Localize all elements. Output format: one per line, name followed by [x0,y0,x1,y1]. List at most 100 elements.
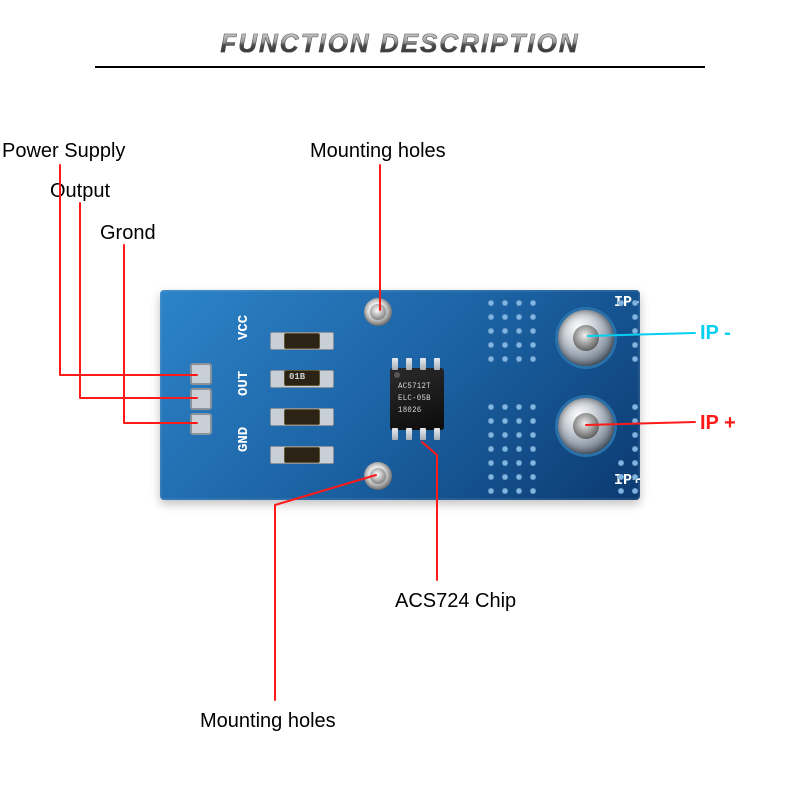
via [502,418,508,424]
via [502,342,508,348]
via [632,418,638,424]
via [632,488,638,494]
via [488,342,494,348]
ip-minus-hole [558,310,614,366]
via [632,314,638,320]
via [632,404,638,410]
title-underline [95,66,705,68]
via [502,328,508,334]
chip-leg [392,358,398,370]
label-ip-plus: IP + [700,412,736,435]
via [618,474,624,480]
via [488,404,494,410]
via [618,460,624,466]
smd-1 [284,333,320,349]
via [632,432,638,438]
via [516,460,522,466]
via [488,418,494,424]
pad-vcc [190,363,212,385]
via [530,328,536,334]
chip-leg [406,358,412,370]
mounting-hole-bottom [364,462,392,490]
via [502,432,508,438]
via [530,460,536,466]
via [488,446,494,452]
via [632,300,638,306]
chip-pin1-dot [394,372,400,378]
smd-2-marking: 01B [289,372,305,382]
via [632,446,638,452]
via [516,418,522,424]
chip-leg [434,358,440,370]
via [516,474,522,480]
via [502,356,508,362]
via [502,488,508,494]
via [502,314,508,320]
via [632,474,638,480]
label-mount-bottom: Mounting holes [200,710,336,733]
via [488,328,494,334]
silk-out: OUT [236,371,252,396]
via [530,356,536,362]
via [516,404,522,410]
via [502,300,508,306]
smd-2: 01B [284,370,320,386]
via [530,300,536,306]
via [516,432,522,438]
via [516,446,522,452]
via [632,328,638,334]
label-mount-top: Mounting holes [310,140,446,163]
via [488,432,494,438]
via [530,314,536,320]
via [502,474,508,480]
via [488,474,494,480]
via [618,488,624,494]
chip-leg [392,428,398,440]
smd-4 [284,447,320,463]
chip-line-1: AC5712T [398,382,431,391]
pad-out [190,388,212,410]
via [502,460,508,466]
via [488,300,494,306]
via [516,300,522,306]
pad-gnd [190,413,212,435]
via [516,356,522,362]
label-ip-minus: IP - [700,322,731,345]
via [632,356,638,362]
via [502,446,508,452]
via [516,342,522,348]
chip-leg [420,428,426,440]
via [488,356,494,362]
via [530,418,536,424]
chip-leg [420,358,426,370]
silk-gnd: GND [236,427,252,452]
via [516,314,522,320]
via [516,488,522,494]
via [530,446,536,452]
via [502,404,508,410]
chip-line-3: 18026 [398,406,421,415]
via [530,342,536,348]
via [530,474,536,480]
label-output: Output [50,180,110,203]
acs724-chip: AC5712T ELC-05B 18026 [390,368,444,430]
silk-vcc: VCC [236,315,252,340]
smd-3 [284,409,320,425]
via [488,460,494,466]
via [632,342,638,348]
via [530,404,536,410]
label-power-supply: Power Supply [2,140,125,163]
chip-leg [406,428,412,440]
label-grond: Grond [100,222,156,245]
via [516,328,522,334]
via [632,460,638,466]
via [488,488,494,494]
via [530,432,536,438]
chip-line-2: ELC-05B [398,394,431,403]
mounting-hole-top [364,298,392,326]
page-title: FUNCTION DESCRIPTION [220,28,579,59]
via [618,300,624,306]
label-chip: ACS724 Chip [395,590,516,613]
diagram-canvas: FUNCTION DESCRIPTION Power Supply Output… [0,0,800,800]
title-wrap: FUNCTION DESCRIPTION [0,28,800,59]
